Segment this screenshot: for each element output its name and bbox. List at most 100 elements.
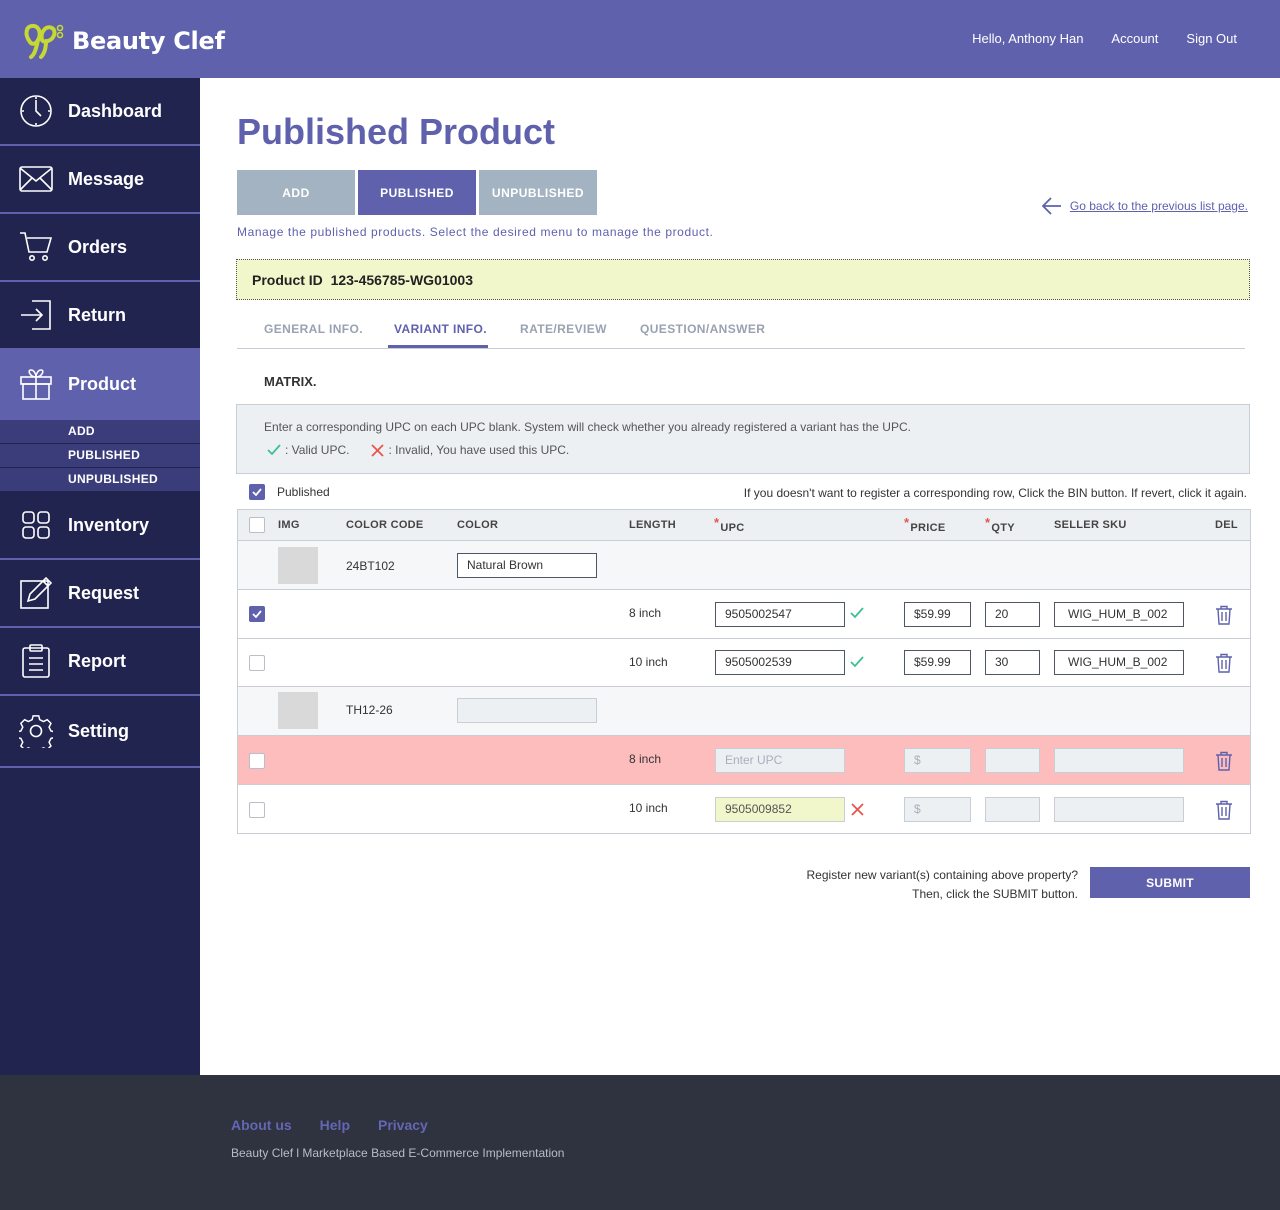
footer-link-about[interactable]: About us <box>231 1117 292 1133</box>
header-price: *PRICE <box>904 515 945 534</box>
sidebar-item-report[interactable]: Report <box>0 628 200 696</box>
bin-hint: If you doesn't want to register a corres… <box>743 486 1247 500</box>
row-checkbox[interactable] <box>249 802 265 818</box>
published-checkbox[interactable] <box>249 484 265 500</box>
required-mark: * <box>985 515 991 530</box>
qty-input[interactable]: 20 <box>985 602 1040 627</box>
color-code: 24BT102 <box>346 559 395 573</box>
detail-tabs: GENERAL INFO. VARIANT INFO. RATE/REVIEW … <box>237 312 1245 349</box>
sidebar-subitem-unpublished[interactable]: UNPUBLISHED <box>0 468 200 492</box>
tab-question-answer[interactable]: QUESTION/ANSWER <box>640 322 766 336</box>
header-color: COLOR <box>457 519 499 531</box>
sidebar-item-product[interactable]: Product <box>0 350 200 420</box>
length-value: 8 inch <box>629 752 662 766</box>
account-link[interactable]: Account <box>1111 31 1159 46</box>
qty-input[interactable]: 30 <box>985 650 1040 675</box>
upc-input[interactable]: 9505002539 <box>715 650 845 675</box>
brand-logo[interactable]: Beauty Clef <box>22 22 225 60</box>
valid-check-icon <box>850 655 864 669</box>
add-button[interactable]: ADD <box>237 170 355 215</box>
product-id-value: 123-456785-WG01003 <box>330 272 473 288</box>
seller-sku-input[interactable] <box>1054 797 1184 822</box>
check-icon <box>267 444 281 456</box>
price-input[interactable]: $ <box>904 748 971 773</box>
price-input[interactable]: $59.99 <box>904 602 971 627</box>
required-mark: * <box>904 515 910 530</box>
product-image-placeholder[interactable] <box>278 547 318 584</box>
checkmark-icon <box>252 488 262 496</box>
seller-sku-input[interactable] <box>1054 748 1184 773</box>
back-link-text[interactable]: Go back to the previous list page. <box>1069 199 1248 213</box>
published-button[interactable]: PUBLISHED <box>358 170 476 215</box>
trash-icon[interactable] <box>1215 751 1233 771</box>
footer-copyright: Beauty Clef l Marketplace Based E-Commer… <box>231 1146 565 1160</box>
footer-link-privacy[interactable]: Privacy <box>378 1117 428 1133</box>
sidebar-item-dashboard[interactable]: Dashboard <box>0 78 200 146</box>
length-value: 10 inch <box>629 801 668 815</box>
user-greeting[interactable]: Hello, Anthony Han <box>972 31 1084 46</box>
sidebar-item-message[interactable]: Message <box>0 146 200 214</box>
sidebar-subitem-add[interactable]: ADD <box>0 420 200 444</box>
sidebar-item-request[interactable]: Request <box>0 560 200 628</box>
sidebar-item-label: Orders <box>68 236 128 257</box>
gift-box-icon <box>18 366 54 402</box>
tab-variant-info[interactable]: VARIANT INFO. <box>394 322 487 336</box>
header-qty-label: QTY <box>991 522 1015 534</box>
row-checkbox[interactable] <box>249 753 265 769</box>
top-bar: Beauty Clef Hello, Anthony Han Account S… <box>0 0 1280 78</box>
tab-general-info[interactable]: GENERAL INFO. <box>264 322 363 336</box>
price-input[interactable]: $59.99 <box>904 650 971 675</box>
sidebar-item-inventory[interactable]: Inventory <box>0 492 200 560</box>
color-group-row: TH12-26 <box>238 687 1250 736</box>
sign-out-link[interactable]: Sign Out <box>1186 31 1237 46</box>
seller-sku-input[interactable]: WIG_HUM_B_002 <box>1054 602 1184 627</box>
table-row: 8 inch 9505002547 $59.99 20 WIG_HUM_B_00… <box>238 590 1250 639</box>
required-mark: * <box>714 515 720 530</box>
upc-input[interactable]: 9505009852 <box>715 797 845 822</box>
clock-icon <box>18 93 54 129</box>
sidebar-item-setting[interactable]: Setting <box>0 696 200 768</box>
product-image-placeholder[interactable] <box>278 692 318 729</box>
trash-icon[interactable] <box>1215 800 1233 820</box>
sidebar-item-return[interactable]: Return <box>0 282 200 350</box>
upc-input[interactable]: Enter UPC <box>715 748 845 773</box>
page-title: Published Product <box>237 111 556 152</box>
submit-button[interactable]: SUBMIT <box>1090 867 1250 898</box>
footer: About us Help Privacy Beauty Clef l Mark… <box>0 1075 1280 1210</box>
row-checkbox[interactable] <box>249 606 265 622</box>
sidebar-item-orders[interactable]: Orders <box>0 214 200 282</box>
color-group-row: 24BT102 Natural Brown <box>238 541 1250 590</box>
footer-links: About us Help Privacy <box>231 1117 428 1133</box>
row-checkbox[interactable] <box>249 655 265 671</box>
table-row: 10 inch 9505002539 $59.99 30 WIG_HUM_B_0… <box>238 639 1250 687</box>
variant-table: IMG COLOR CODE COLOR LENGTH *UPC *PRICE … <box>237 509 1251 834</box>
tab-rate-review[interactable]: RATE/REVIEW <box>520 322 607 336</box>
price-input[interactable]: $ <box>904 797 971 822</box>
length-value: 10 inch <box>629 655 668 669</box>
return-arrow-icon <box>18 297 54 333</box>
page-description: Manage the published products. Select th… <box>237 225 714 239</box>
trash-icon[interactable] <box>1215 653 1233 673</box>
checkmark-icon <box>252 610 262 618</box>
header-del: DEL <box>1215 519 1238 531</box>
select-all-checkbox[interactable] <box>249 517 265 533</box>
product-id-label: Product ID <box>252 272 323 288</box>
sidebar-subitem-published[interactable]: PUBLISHED <box>0 444 200 468</box>
qty-input[interactable] <box>985 748 1040 773</box>
header-upc: *UPC <box>714 515 745 534</box>
footer-link-help[interactable]: Help <box>319 1117 350 1133</box>
sidebar: Dashboard Message Orders Return Product … <box>0 78 200 1075</box>
sidebar-item-label: Message <box>68 168 145 189</box>
color-input[interactable]: Natural Brown <box>457 553 597 578</box>
sidebar-item-label: Report <box>68 650 126 671</box>
trash-icon[interactable] <box>1215 605 1233 625</box>
seller-sku-input[interactable]: WIG_HUM_B_002 <box>1054 650 1184 675</box>
back-link[interactable]: Go back to the previous list page. <box>1041 197 1248 215</box>
upc-input[interactable]: 9505002547 <box>715 602 845 627</box>
submit-line-1: Register new variant(s) containing above… <box>806 868 1078 882</box>
header-upc-label: UPC <box>720 522 745 534</box>
unpublished-button[interactable]: UNPUBLISHED <box>479 170 597 215</box>
qty-input[interactable] <box>985 797 1040 822</box>
color-input[interactable] <box>457 698 597 723</box>
table-row-excluded: 8 inch Enter UPC $ <box>238 736 1250 785</box>
